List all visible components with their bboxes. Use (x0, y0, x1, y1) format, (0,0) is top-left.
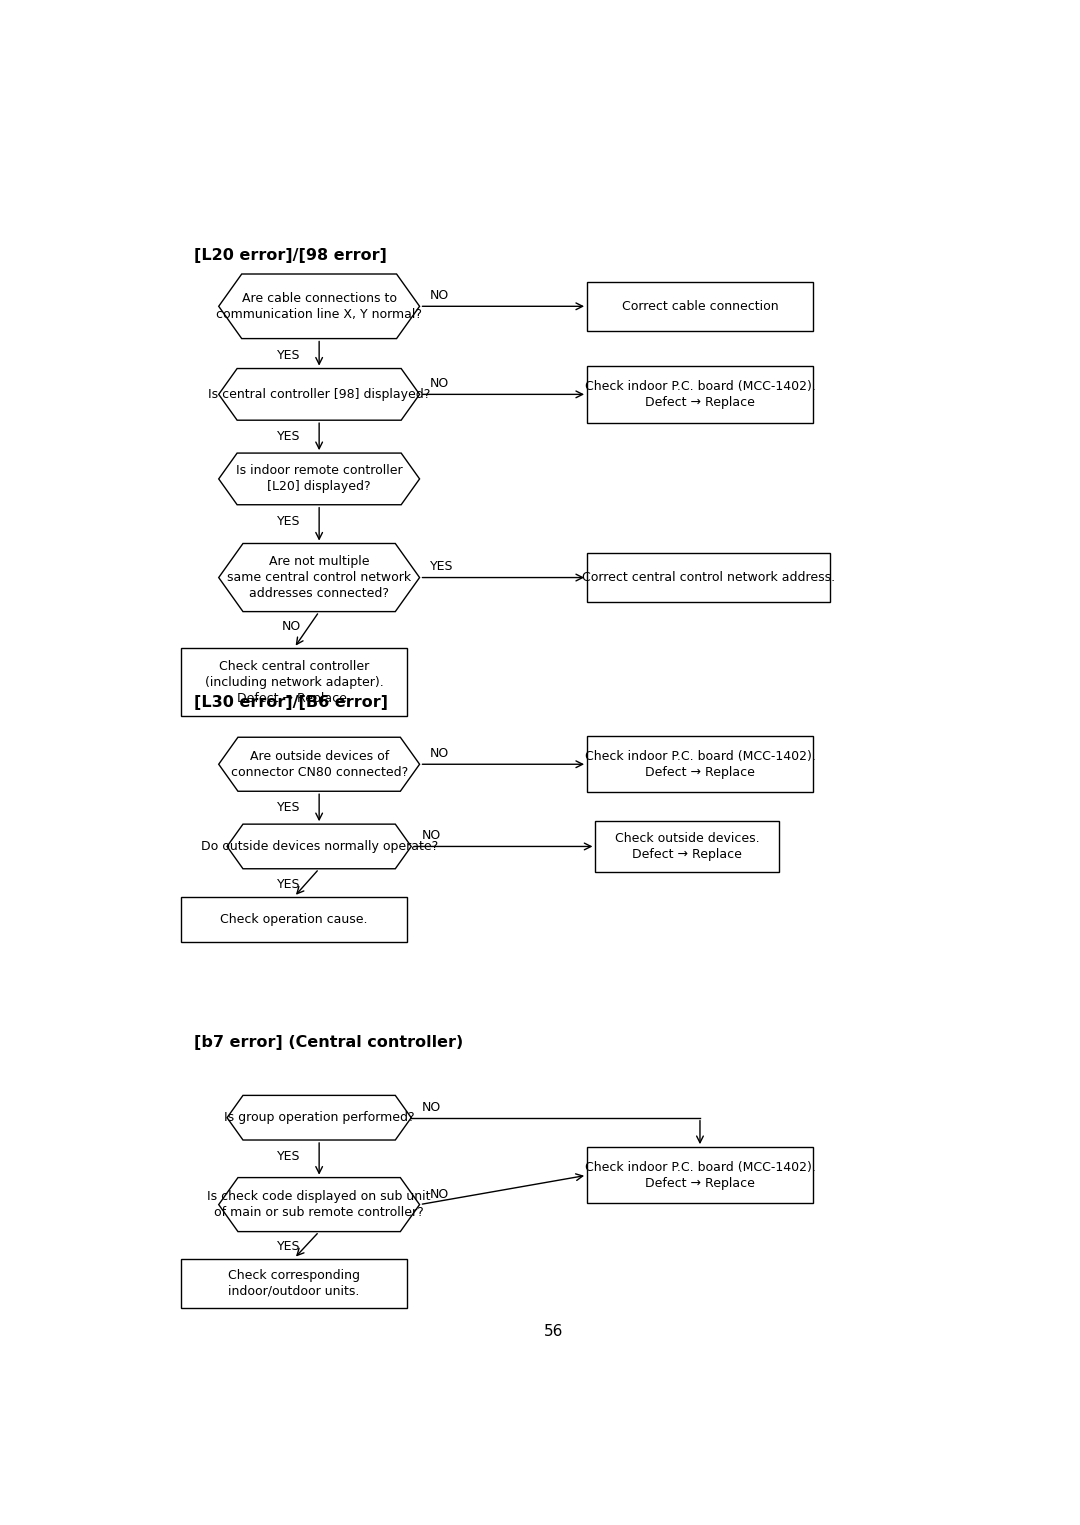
Text: YES: YES (278, 514, 301, 528)
Text: YES: YES (278, 1150, 301, 1164)
Bar (181, 897, 407, 941)
Text: Correct central control network address.: Correct central control network address. (582, 570, 835, 584)
Text: Check central controller
(including network adapter).
Defect → Replace.: Check central controller (including netw… (204, 659, 383, 705)
Bar (595, 820, 780, 872)
Text: [L30 error]/[B6 error]: [L30 error]/[B6 error] (193, 694, 388, 709)
Text: YES: YES (278, 877, 301, 891)
Text: YES: YES (278, 349, 301, 361)
Text: Check indoor P.C. board (MCC-1402).
Defect → Replace: Check indoor P.C. board (MCC-1402). Defe… (584, 1161, 815, 1190)
Bar (588, 737, 813, 793)
Text: Are cable connections to
communication line X, Y normal?: Are cable connections to communication l… (216, 291, 422, 320)
Text: Is central controller [98] displayed?: Is central controller [98] displayed? (208, 387, 430, 401)
Text: Check operation cause.: Check operation cause. (220, 913, 368, 926)
Text: Check indoor P.C. board (MCC-1402).
Defect → Replace: Check indoor P.C. board (MCC-1402). Defe… (584, 750, 815, 779)
Text: NO: NO (430, 290, 449, 302)
Text: Check indoor P.C. board (MCC-1402).
Defect → Replace: Check indoor P.C. board (MCC-1402). Defe… (584, 380, 815, 409)
Text: Correct cable connection: Correct cable connection (622, 300, 779, 313)
Bar (181, 1258, 407, 1308)
Text: Do outside devices normally operate?: Do outside devices normally operate? (201, 840, 437, 852)
Text: YES: YES (430, 561, 454, 573)
Bar (588, 366, 813, 422)
Text: Is group operation performed?: Is group operation performed? (224, 1112, 415, 1124)
Text: NO: NO (430, 1188, 449, 1200)
Text: YES: YES (278, 430, 301, 444)
Bar (181, 648, 407, 717)
Text: NO: NO (421, 830, 441, 842)
Text: NO: NO (430, 377, 449, 390)
Text: Check outside devices.
Defect → Replace: Check outside devices. Defect → Replace (616, 833, 759, 862)
Bar (588, 554, 829, 602)
Text: Is indoor remote controller
[L20] displayed?: Is indoor remote controller [L20] displa… (235, 465, 403, 494)
Text: NO: NO (430, 747, 449, 759)
Text: Are outside devices of
connector CN80 connected?: Are outside devices of connector CN80 co… (230, 750, 408, 779)
Text: [b7 error] (Central controller): [b7 error] (Central controller) (193, 1035, 463, 1051)
Bar (588, 282, 813, 331)
Text: YES: YES (278, 801, 301, 814)
Text: Check corresponding
indoor/outdoor units.: Check corresponding indoor/outdoor units… (228, 1269, 360, 1298)
Bar (588, 1147, 813, 1203)
Text: [L20 error]/[98 error]: [L20 error]/[98 error] (193, 249, 387, 264)
Text: Is check code displayed on sub unit
of main or sub remote controller?: Is check code displayed on sub unit of m… (207, 1190, 431, 1218)
Text: Are not multiple
same central control network
addresses connected?: Are not multiple same central control ne… (227, 555, 411, 599)
Text: 56: 56 (544, 1324, 563, 1339)
Text: NO: NO (282, 621, 300, 633)
Text: NO: NO (421, 1101, 441, 1113)
Text: YES: YES (278, 1240, 301, 1254)
